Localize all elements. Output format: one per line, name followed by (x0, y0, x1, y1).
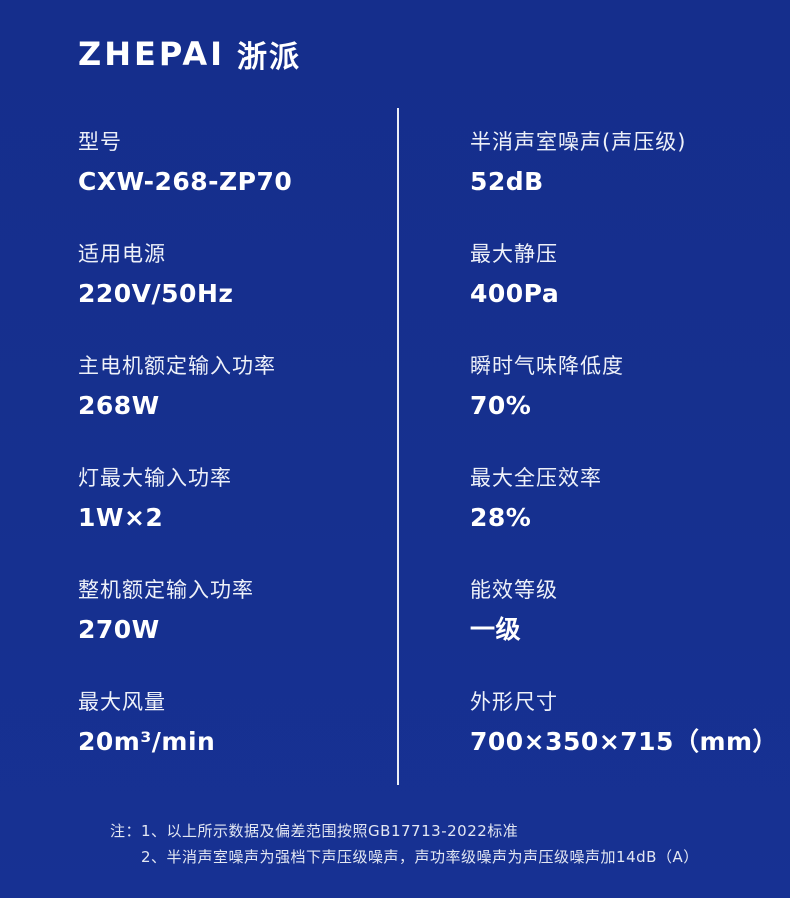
footnote-item: 1、以上所示数据及偏差范围按照GB17713-2022标准 (141, 822, 519, 840)
spec-item-motor-power: 主电机额定输入功率 268W (0, 342, 398, 454)
spec-item-dimensions: 外形尺寸 700×350×715（mm） (398, 678, 790, 790)
footnote-prefix: 注： (110, 822, 142, 840)
spec-label: 半消声室噪声(声压级) (470, 130, 687, 154)
spec-label: 主电机额定输入功率 (78, 354, 276, 378)
spec-item-power-supply: 适用电源 220V/50Hz (0, 230, 398, 342)
spec-label: 最大全压效率 (470, 466, 602, 490)
spec-label: 最大静压 (470, 242, 558, 266)
spec-item-energy-rating: 能效等级 一级 (398, 566, 790, 678)
spec-grid: 型号 CXW-268-ZP70 半消声室噪声(声压级) 52dB 适用电源 22… (0, 118, 790, 790)
spec-value: 400Pa (470, 279, 560, 308)
spec-label: 灯最大输入功率 (78, 466, 232, 490)
spec-item-total-power: 整机额定输入功率 270W (0, 566, 398, 678)
spec-value: CXW-268-ZP70 (78, 167, 293, 196)
brand-logo-text: ZHEPAI (78, 35, 226, 73)
spec-value: 28% (470, 503, 532, 532)
spec-item-noise: 半消声室噪声(声压级) 52dB (398, 118, 790, 230)
spec-label: 外形尺寸 (470, 690, 558, 714)
footnote-list: 1、以上所示数据及偏差范围按照GB17713-2022标准 2、半消声室噪声为强… (141, 818, 699, 870)
spec-label: 瞬时气味降低度 (470, 354, 624, 378)
spec-label: 能效等级 (470, 578, 558, 602)
spec-value: 52dB (470, 167, 544, 196)
spec-item-airflow: 最大风量 20m³/min (0, 678, 398, 790)
spec-value: 700×350×715（mm） (470, 727, 779, 756)
spec-value: 268W (78, 391, 160, 420)
spec-value: 70% (470, 391, 532, 420)
spec-item-lamp-power: 灯最大输入功率 1W×2 (0, 454, 398, 566)
spec-item-model: 型号 CXW-268-ZP70 (0, 118, 398, 230)
spec-label: 型号 (78, 130, 122, 154)
brand-logo: ZHEPAI 浙派 (78, 32, 301, 76)
spec-label: 适用电源 (78, 242, 166, 266)
footnotes: 注： 1、以上所示数据及偏差范围按照GB17713-2022标准 2、半消声室噪… (110, 818, 699, 870)
spec-value: 20m³/min (78, 727, 216, 756)
spec-label: 最大风量 (78, 690, 166, 714)
spec-item-pressure-efficiency: 最大全压效率 28% (398, 454, 790, 566)
spec-value: 220V/50Hz (78, 279, 234, 308)
spec-value: 1W×2 (78, 503, 164, 532)
spec-label: 整机额定输入功率 (78, 578, 254, 602)
spec-item-static-pressure: 最大静压 400Pa (398, 230, 790, 342)
column-divider (397, 108, 399, 785)
spec-value: 一级 (470, 615, 522, 644)
spec-value: 270W (78, 615, 160, 644)
brand-logo-chinese: 浙派 (237, 40, 302, 75)
spec-item-odor-reduction: 瞬时气味降低度 70% (398, 342, 790, 454)
footnote-item: 2、半消声室噪声为强档下声压级噪声，声功率级噪声为声压级噪声加14dB（A） (141, 848, 699, 866)
